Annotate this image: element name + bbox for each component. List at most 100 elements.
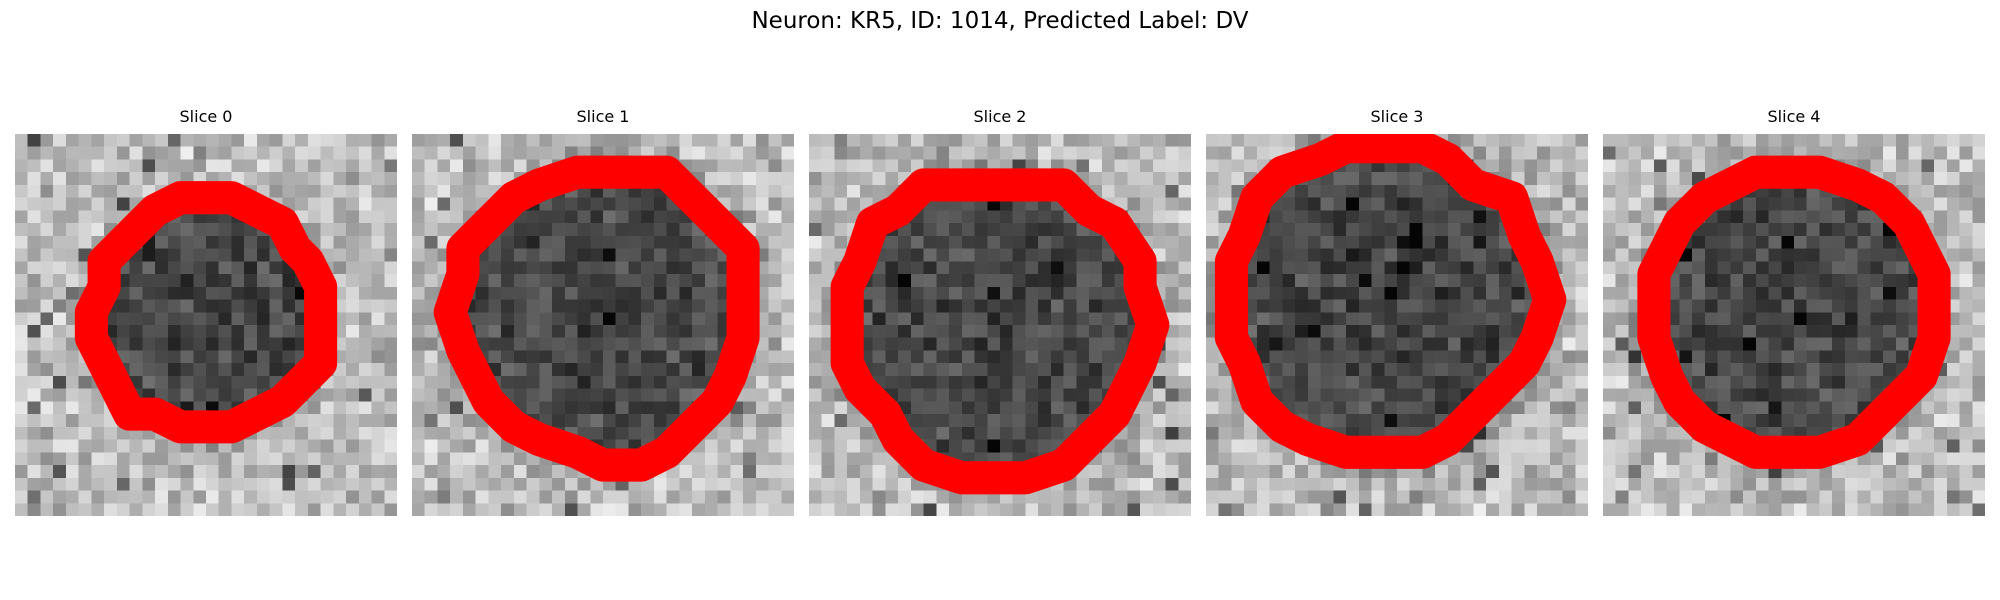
image-pixel [1959,134,1973,148]
image-pixel [1384,350,1398,364]
image-pixel [1959,223,1973,237]
image-pixel [1282,375,1296,390]
image-pixel [552,299,566,313]
image-pixel [333,426,347,440]
image-pixel [488,172,502,186]
image-pixel [1460,223,1474,237]
image-pixel [1000,235,1014,249]
image-pixel [1857,490,1871,504]
image-pixel [1717,223,1731,237]
image-pixel [603,375,617,390]
image-pixel [1959,452,1973,466]
image-pixel [1498,439,1512,453]
image-pixel [781,350,794,364]
image-pixel [1704,235,1718,249]
image-pixel [1114,439,1128,453]
image-pixel [1946,197,1960,211]
image-pixel [1972,401,1985,415]
image-pixel [1679,134,1693,148]
image-pixel [628,248,642,262]
image-pixel [1844,312,1859,326]
image-pixel [898,388,912,402]
image-pixel [1628,146,1642,160]
image-pixel [755,184,769,199]
image-pixel [1089,274,1103,288]
image-pixel [1460,261,1474,275]
image-pixel [1743,477,1757,491]
image-pixel [1679,146,1693,160]
image-pixel [15,426,29,440]
image-pixel [1832,401,1846,415]
image-pixel [320,439,334,453]
image-pixel [1038,210,1052,224]
image-pixel [269,452,283,466]
image-pixel [1063,286,1077,300]
image-pixel [1717,210,1731,224]
image-pixel [1025,235,1039,249]
image-pixel [641,261,655,275]
image-pixel [256,134,271,148]
image-pixel [1832,235,1846,249]
image-pixel [552,197,566,211]
image-pixel [91,146,105,160]
image-pixel [1460,235,1474,249]
image-pixel [1000,286,1014,300]
image-pixel [1409,223,1423,237]
image-pixel [116,299,130,313]
image-pixel [1679,286,1693,300]
image-pixel [1575,363,1588,377]
image-pixel [65,439,80,453]
image-pixel [155,248,169,262]
image-pixel [1140,503,1154,516]
image-pixel [1127,184,1141,199]
slice-image-2 [809,134,1191,516]
image-pixel [768,350,782,364]
image-pixel [1050,414,1065,428]
image-pixel [91,184,105,199]
image-pixel [1384,477,1398,491]
image-pixel [155,312,169,326]
image-pixel [1206,134,1220,148]
image-pixel [155,146,169,160]
image-pixel [116,452,130,466]
image-pixel [1562,197,1576,211]
image-pixel [1076,261,1090,275]
image-pixel [539,248,553,262]
image-pixel [1844,325,1859,339]
image-pixel [1615,503,1629,516]
image-pixel [961,210,975,224]
image-pixel [475,299,489,313]
image-pixel [781,299,794,313]
image-pixel [1768,363,1782,377]
image-pixel [768,452,782,466]
image-pixel [1295,235,1309,249]
image-pixel [513,134,527,148]
image-pixel [590,274,604,288]
image-pixel [679,503,693,516]
image-pixel [768,363,782,377]
image-pixel [1384,337,1398,351]
image-pixel [1076,477,1090,491]
image-pixel [755,477,769,491]
image-pixel [1895,274,1909,288]
image-pixel [1218,184,1232,199]
image-pixel [450,465,464,479]
image-pixel [231,337,245,351]
image-pixel [1152,210,1166,224]
image-pixel [129,490,143,504]
image-pixel [615,299,629,313]
image-pixel [488,261,502,275]
image-pixel [1537,490,1551,504]
image-pixel [1603,452,1617,466]
image-pixel [244,439,258,453]
image-pixel [847,134,861,148]
image-pixel [949,261,963,275]
image-pixel [1743,363,1757,377]
image-pixel [885,503,899,516]
image-pixel [1524,159,1538,173]
image-pixel [1486,350,1500,364]
image-pixel [1307,197,1321,211]
image-pixel [1730,477,1744,491]
image-pixel [424,439,438,453]
image-pixel [1653,134,1668,148]
